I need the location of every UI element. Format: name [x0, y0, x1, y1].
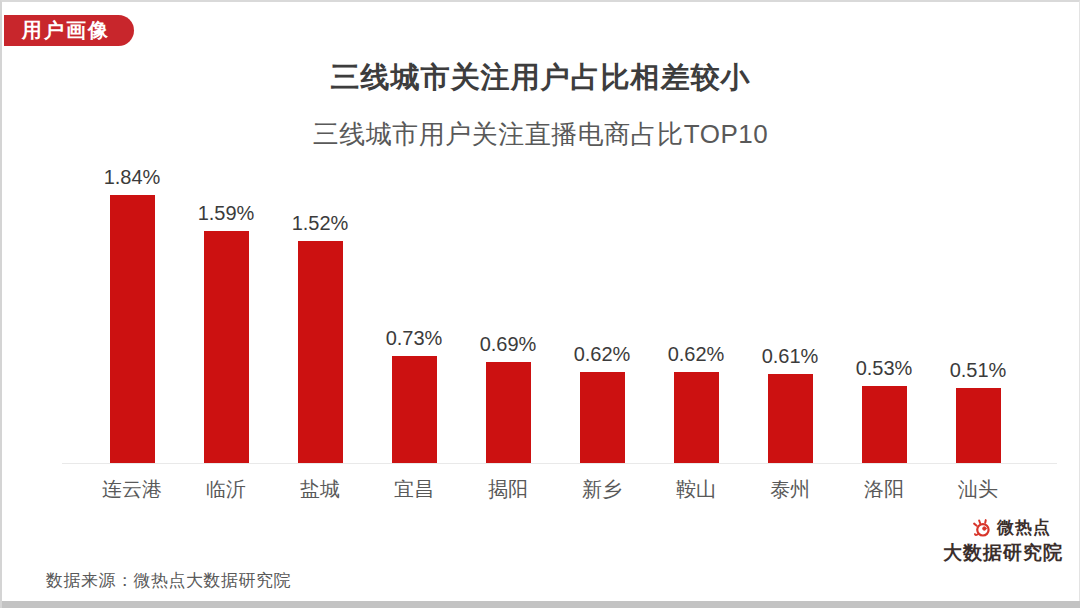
weibo-eye-icon — [971, 517, 993, 539]
bar-chart-plot-area: 1.84% 1.59% 1.52% 0.73% 0.69% 0.62% 0.62% 0.61%… — [85, 166, 1025, 463]
bottom-border-strip — [2, 601, 1080, 608]
brand-subname: 大数据研究院 — [943, 540, 1063, 566]
chart-subtitle: 三线城市用户关注直播电商占比TOP10 — [2, 117, 1079, 152]
bar-group: 0.62% — [649, 166, 743, 463]
bar-value-label: 0.73% — [386, 327, 443, 350]
x-axis-label: 宜昌 — [367, 476, 461, 503]
bar — [956, 388, 1001, 463]
bar-value-label: 0.61% — [762, 345, 819, 368]
brand-name: 微热点 — [997, 516, 1051, 539]
bar-group: 0.53% — [837, 166, 931, 463]
bar-group: 1.59% — [179, 166, 273, 463]
bar-value-label: 0.62% — [574, 343, 631, 366]
bar-group: 0.69% — [461, 166, 555, 463]
x-axis-label: 连云港 — [85, 476, 179, 503]
bar-value-label: 1.59% — [198, 202, 255, 225]
brand-logo: 微热点 大数据研究院 — [943, 516, 1063, 566]
bar — [768, 374, 813, 463]
category-badge: 用户画像 — [4, 15, 134, 46]
bar-group: 1.52% — [273, 166, 367, 463]
bar-value-label: 0.69% — [480, 333, 537, 356]
bar-value-label: 0.51% — [950, 359, 1007, 382]
bar — [862, 386, 907, 463]
x-axis-label: 盐城 — [273, 476, 367, 503]
bar — [298, 241, 343, 463]
x-axis-line — [62, 463, 1057, 464]
x-axis-label: 汕头 — [931, 476, 1025, 503]
bar-value-label: 0.62% — [668, 343, 725, 366]
bar-group: 1.84% — [85, 166, 179, 463]
x-axis-label: 鞍山 — [649, 476, 743, 503]
bar — [392, 356, 437, 463]
x-axis-label: 揭阳 — [461, 476, 555, 503]
bar — [110, 195, 155, 463]
data-source-note: 数据来源：微热点大数据研究院 — [46, 569, 291, 592]
category-badge-label: 用户画像 — [22, 17, 110, 44]
x-axis-category-labels: 连云港临沂盐城宜昌揭阳新乡鞍山泰州洛阳汕头 — [85, 476, 1025, 503]
bar — [674, 372, 719, 463]
x-axis-label: 新乡 — [555, 476, 649, 503]
bar — [204, 231, 249, 463]
bar-group: 0.62% — [555, 166, 649, 463]
bar-group: 0.51% — [931, 166, 1025, 463]
x-axis-label: 洛阳 — [837, 476, 931, 503]
bar — [580, 372, 625, 463]
bar — [486, 362, 531, 463]
infographic-canvas: 用户画像 三线城市关注用户占比相差较小 三线城市用户关注直播电商占比TOP10 … — [0, 0, 1080, 608]
x-axis-label: 泰州 — [743, 476, 837, 503]
bar-group: 0.61% — [743, 166, 837, 463]
bar-group: 0.73% — [367, 166, 461, 463]
bar-value-label: 1.84% — [104, 166, 161, 189]
chart-title: 三线城市关注用户占比相差较小 — [2, 58, 1079, 98]
bar-value-label: 0.53% — [856, 357, 913, 380]
brand-logo-line1: 微热点 — [971, 516, 1051, 539]
x-axis-label: 临沂 — [179, 476, 273, 503]
bar-value-label: 1.52% — [292, 212, 349, 235]
